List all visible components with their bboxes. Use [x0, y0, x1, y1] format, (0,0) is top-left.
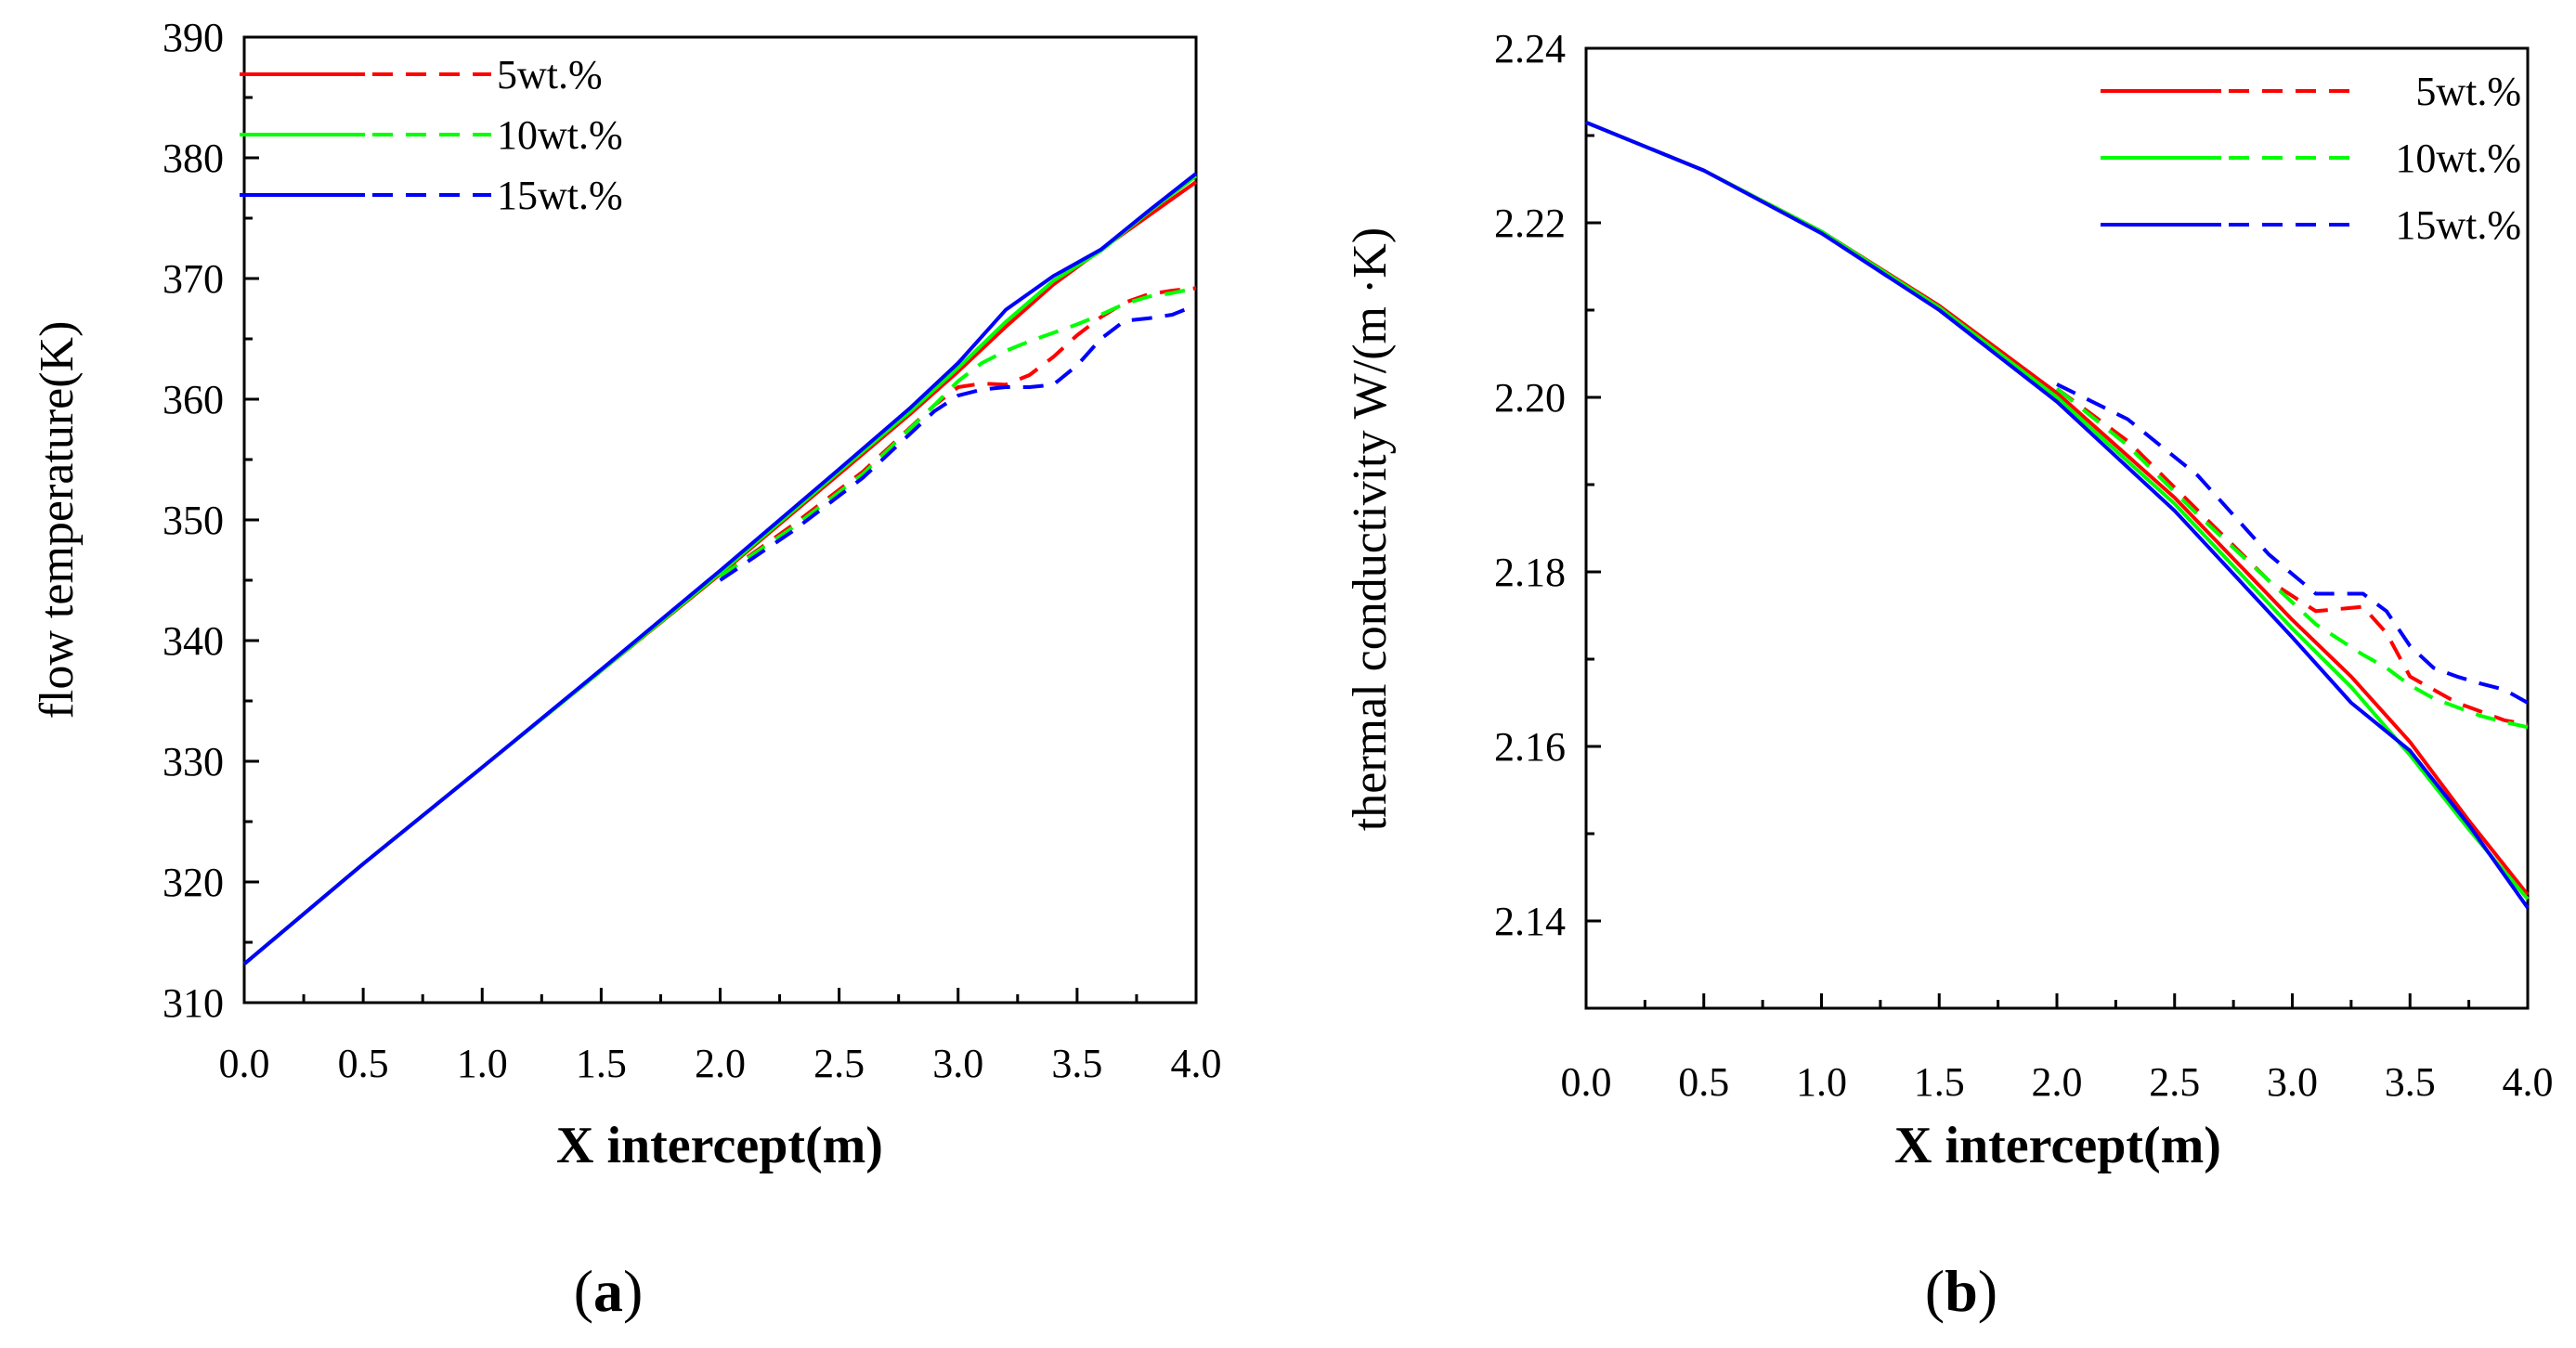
x-tick-label: 0.5 [1678, 1059, 1729, 1105]
x-tick-label: 3.0 [932, 1041, 983, 1086]
y-tick-label: 360 [163, 377, 224, 422]
panel-a-caption-close: ) [623, 1258, 643, 1324]
series-line-15wt-solid [242, 172, 1198, 966]
panel-b-y-axis-label: thermal conductivity W/(m ·K) [1344, 227, 1397, 831]
panel-a-caption-letter: a [593, 1258, 623, 1324]
x-tick-label: 0.0 [1561, 1059, 1612, 1105]
series-line-10wt-solid [1585, 121, 2530, 901]
x-tick-label: 4.0 [2503, 1059, 2554, 1105]
legend-label: 5wt.% [2415, 69, 2521, 114]
panel-b-legend: 5wt.% 10wt.% 15wt.% [2101, 69, 2521, 248]
legend-label: 15wt.% [2395, 202, 2521, 248]
x-tick-label: 3.5 [2385, 1059, 2436, 1105]
x-tick-label: 2.0 [695, 1041, 746, 1086]
y-tick-label: 330 [163, 739, 224, 784]
panel-a-x-axis-label: X intercept(m) [556, 1117, 883, 1174]
series-line-5wt-solid [1585, 121, 2530, 897]
panel-a-y-axis-label: flow temperature(K) [31, 321, 84, 719]
x-tick-label: 1.5 [1914, 1059, 1965, 1105]
y-tick-label: 310 [163, 980, 224, 1026]
x-tick-label: 3.0 [2267, 1059, 2318, 1105]
x-tick-label: 1.0 [1796, 1059, 1847, 1105]
x-tick-label: 2.5 [2149, 1059, 2200, 1105]
panel-b-x-axis-label: X intercept(m) [1894, 1117, 2221, 1174]
x-tick-label: 4.0 [1171, 1041, 1222, 1086]
x-tick-label: 2.0 [2032, 1059, 2083, 1105]
y-tick-label: 2.18 [1494, 550, 1566, 595]
panel-a-caption: (a) [574, 1258, 644, 1324]
x-tick-label: 3.5 [1051, 1041, 1102, 1086]
y-tick-label: 340 [163, 618, 224, 664]
series-line-5wt-dashed [2055, 386, 2529, 727]
panel-b-caption-close: ) [1978, 1258, 1997, 1324]
y-tick-label: 2.14 [1494, 899, 1566, 944]
x-tick-label: 0.0 [219, 1041, 270, 1086]
panel-b-axis-ticks: 0.0 0.5 1.0 1.5 2.0 2.5 3.0 3.5 4.0 2.14 2.16 2.18 2… [1494, 26, 2554, 1105]
series-line-10wt-dashed [2055, 387, 2529, 730]
panel-a-axis-ticks: 0.0 0.5 1.0 1.5 2.0 2.5 3.0 3.5 4.0 310 320 330 340 3… [163, 15, 1222, 1086]
panel-a-flow-temperature-chart: 0.0 0.5 1.0 1.5 2.0 2.5 3.0 3.5 4.0 310 320 330 340 3… [31, 15, 1222, 1324]
y-tick-label: 2.16 [1494, 724, 1566, 770]
panel-a-legend: 5wt.% 10wt.% 15wt.% [240, 52, 623, 218]
x-tick-label: 0.5 [338, 1041, 389, 1086]
legend-label: 10wt.% [2395, 136, 2521, 181]
y-tick-label: 2.20 [1494, 375, 1566, 421]
y-tick-label: 320 [163, 860, 224, 905]
legend-label: 10wt.% [497, 112, 623, 158]
panel-b-caption: (b) [1925, 1258, 1997, 1324]
panel-b-caption-open: ( [1925, 1258, 1945, 1324]
y-tick-label: 370 [163, 256, 224, 302]
x-tick-label: 2.5 [813, 1041, 865, 1086]
legend-label: 15wt.% [497, 173, 623, 218]
y-tick-label: 2.22 [1494, 201, 1566, 246]
y-tick-label: 2.24 [1494, 26, 1566, 71]
series-line-15wt-solid [1585, 121, 2530, 910]
panel-b-thermal-conductivity-chart: 0.0 0.5 1.0 1.5 2.0 2.5 3.0 3.5 4.0 2.14 2.16 2.18 2… [1344, 26, 2554, 1324]
panel-b-caption-letter: b [1945, 1258, 1978, 1324]
y-tick-label: 350 [163, 498, 224, 543]
panel-a-plot-frame [242, 35, 1198, 1005]
panel-b-series-lines [1585, 121, 2530, 910]
panel-a-series-lines [242, 172, 1198, 966]
series-line-15wt-dashed [719, 303, 1197, 582]
x-tick-label: 1.5 [576, 1041, 627, 1086]
series-line-10wt-dashed [719, 286, 1197, 578]
panel-a-caption-open: ( [574, 1258, 593, 1324]
y-tick-label: 380 [163, 136, 224, 181]
y-tick-label: 390 [163, 15, 224, 60]
panel-b-plot-frame [1584, 46, 2530, 1010]
series-line-15wt-dashed [2056, 382, 2529, 705]
legend-label: 5wt.% [497, 52, 603, 97]
x-tick-label: 1.0 [457, 1041, 508, 1086]
